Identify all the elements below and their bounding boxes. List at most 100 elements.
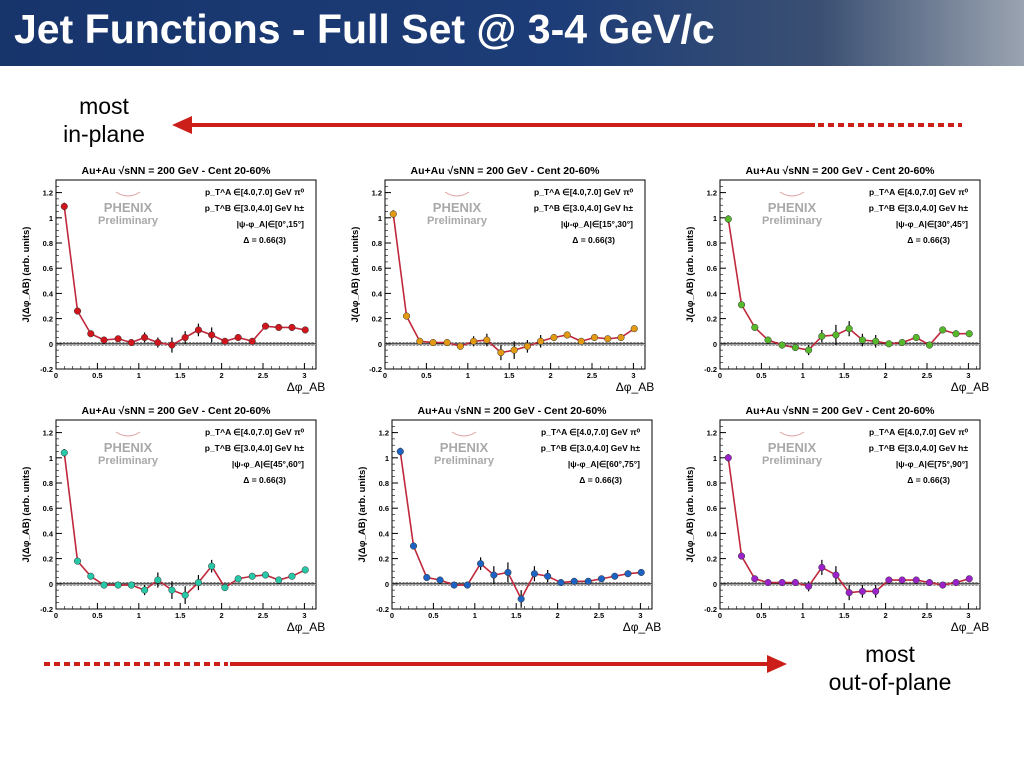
y-tick-label: 0.6 [43,504,53,513]
x-axis-label: Δφ_AB [951,380,989,394]
data-point [275,323,283,331]
data-point [724,454,732,462]
preliminary-label: Preliminary [762,215,823,227]
data-point [154,576,162,584]
data-point [563,331,571,339]
data-point [168,341,176,349]
data-point [436,576,444,584]
data-point [456,342,464,350]
x-tick-label: 1.5 [175,371,185,380]
phenix-logo: PHENIX [440,440,489,455]
y-tick-label: 0.4 [707,529,718,538]
y-tick-label: 0 [385,580,389,589]
legend-entry: Δ = 0.66(3) [243,235,286,245]
data-point [845,325,853,333]
data-point [791,578,799,587]
y-tick-label: -0.2 [704,365,717,374]
y-axis-label: J(Δφ_AB) (arb. units) [685,467,696,563]
y-tick-label: 1.2 [379,429,389,438]
y-tick-label: -0.2 [40,605,53,614]
legend-entry: p_T^B ∈[3.0,4.0] GeV h± [541,443,641,453]
x-tick-label: 2 [220,371,224,380]
x-tick-label: 2.5 [922,371,932,380]
legend-entry: p_T^A ∈[4.0,7.0] GeV π⁰ [205,187,305,197]
data-point [737,552,746,560]
data-point [87,330,95,338]
logo-swoosh [779,431,805,437]
chart-svg: Au+Au √sNN = 200 GeV - Cent 20-60%-0.200… [357,405,661,634]
logo-swoosh [779,191,805,197]
phenix-logo: PHENIX [104,200,153,215]
legend-entry: p_T^B ∈[3.0,4.0] GeV h± [205,203,305,213]
data-point [234,575,242,583]
data-point [127,581,135,589]
arrow-right-head [767,655,787,673]
data-point [114,581,122,589]
legend-entry: |ψ-φ_A|∈[15°,30°] [561,219,633,229]
y-tick-label: 0.2 [372,315,382,324]
data-point [141,333,149,342]
caption-top-line2: in-plane [63,121,145,147]
x-tick-label: 0 [718,371,722,380]
legend-entry: p_T^B ∈[3.0,4.0] GeV h± [869,203,969,213]
y-tick-label: 0.6 [707,504,717,513]
data-point [724,215,732,223]
chart-svg: Au+Au √sNN = 200 GeV - Cent 20-60%-0.200… [21,165,325,394]
x-tick-label: 3 [966,371,970,380]
data-point [154,338,162,347]
chart-title: Au+Au √sNN = 200 GeV - Cent 20-60% [82,165,272,177]
data-point [952,578,960,587]
data-point [832,571,840,579]
x-axis-label: Δφ_AB [623,620,661,634]
chart-svg: Au+Au √sNN = 200 GeV - Cent 20-60%-0.200… [350,165,654,394]
logo-swoosh [444,191,470,197]
x-tick-label: 1 [473,611,477,620]
arrow-left-head [172,116,192,134]
data-point [885,340,893,348]
data-point [510,346,518,354]
preliminary-label: Preliminary [762,455,823,467]
data-point [570,577,578,585]
x-tick-label: 1 [801,611,805,620]
y-tick-label: 1.2 [372,189,382,198]
caption-top-line1: most [79,93,129,119]
y-tick-label: 1 [378,214,382,223]
data-point [100,336,108,344]
y-tick-label: 1 [49,214,53,223]
legend-entry: Δ = 0.66(3) [907,235,950,245]
data-point [597,575,606,583]
x-tick-label: 0 [54,371,58,380]
data-point [898,576,906,584]
x-axis-label: Δφ_AB [951,620,989,634]
caption-most-out-of-plane: most out-of-plane [800,640,980,696]
phenix-logo: PHENIX [104,440,153,455]
data-point [301,566,309,574]
data-point [604,335,612,343]
legend-entry: p_T^B ∈[3.0,4.0] GeV h± [534,203,634,213]
preliminary-label: Preliminary [434,455,495,467]
data-point [208,331,216,339]
x-tick-label: 3 [302,611,306,620]
data-point [389,210,397,218]
legend-entry: |ψ-φ_A|∈[60°,75°] [568,459,640,469]
x-tick-label: 0.5 [421,371,431,380]
data-point [557,578,565,587]
slide-header: Jet Functions - Full Set @ 3-4 GeV/c [0,0,1024,66]
data-point [87,572,95,580]
data-point [114,335,122,343]
x-tick-label: 2.5 [594,611,604,620]
data-point [912,333,920,342]
phenix-logo: PHENIX [768,440,817,455]
chart-panel-30-45: Au+Au √sNN = 200 GeV - Cent 20-60% -0.2 0 0… [680,162,1000,397]
y-axis-label: J(Δφ_AB) (arb. units) [21,227,32,323]
legend-entry: |ψ-φ_A|∈[30°,45°] [896,219,968,229]
phenix-logo: PHENIX [433,200,482,215]
data-point [234,333,242,342]
logo-swoosh [451,431,477,437]
y-tick-label: 0.4 [372,289,383,298]
legend-entry: |ψ-φ_A|∈[0°,15°] [237,219,305,229]
data-point [751,575,759,583]
y-tick-label: 1 [49,454,53,463]
data-point [261,322,270,330]
data-point [550,333,558,342]
